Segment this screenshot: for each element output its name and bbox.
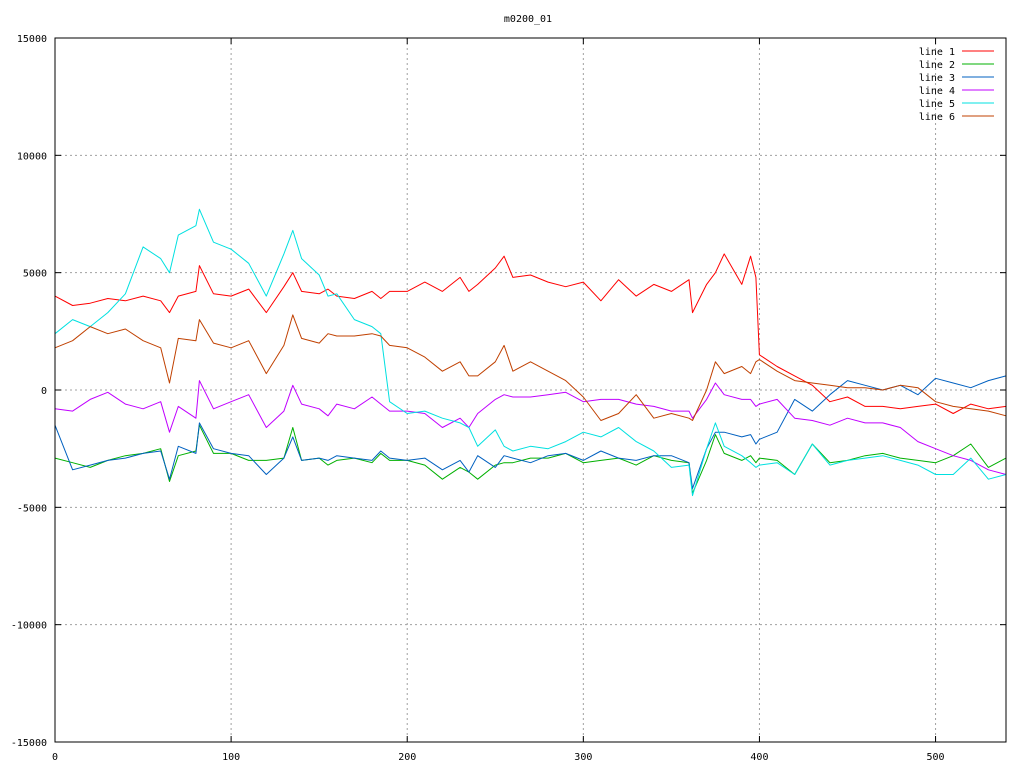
tick-layer: 0 100 200 300 400 500 -15000 -10000 -5000 0 5000 10… [11,34,1006,763]
chart-title: m0200_01 [504,14,552,25]
series-line-5 [54,208,1007,497]
y-tick-label: 5000 [23,269,47,280]
grid-layer [55,38,1006,742]
x-tick-label: 500 [927,752,945,763]
legend-label: line 6 [919,112,955,123]
x-tick-label: 200 [398,752,416,763]
y-tick-label: -15000 [11,738,47,749]
legend-label: line 2 [919,60,955,71]
y-tick-label: 15000 [17,34,47,45]
y-tick-label: 0 [41,386,47,397]
legend-label: line 5 [919,99,955,110]
series-line-1 [54,253,1007,414]
x-tick-label: 100 [222,752,240,763]
series-layer [54,208,1007,497]
series-line-6 [54,314,1007,421]
series-line-3 [54,375,1007,490]
y-tick-label: 10000 [17,151,47,162]
legend-label: line 1 [919,47,955,58]
legend: line 1 line 2 line 3 line 4 line 5 line 6 [919,47,994,123]
x-tick-label: 300 [574,752,592,763]
y-tick-label: -5000 [17,503,47,514]
legend-label: line 4 [919,86,955,97]
x-tick-label: 0 [52,752,58,763]
series-line-4 [54,380,1007,475]
legend-label: line 3 [919,73,955,84]
y-tick-label: -10000 [11,621,47,632]
x-tick-label: 400 [750,752,768,763]
